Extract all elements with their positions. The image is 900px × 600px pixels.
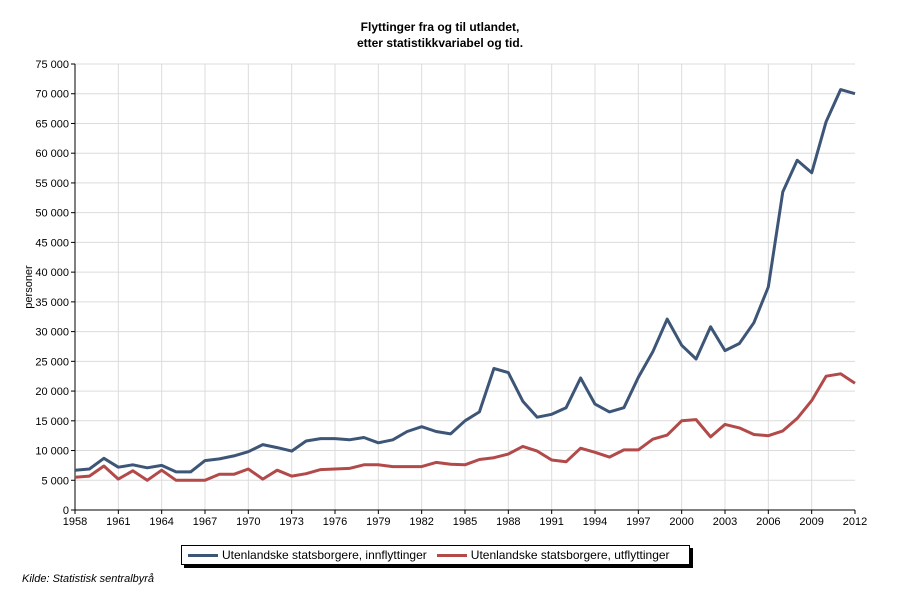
axes — [71, 63, 856, 514]
x-tick-label: 1958 — [63, 516, 87, 528]
x-tick-label: 1973 — [279, 516, 303, 528]
x-tick-label: 1970 — [236, 516, 260, 528]
legend-item-utflyttinger: Utenlandske statsborgere, utflyttinger — [431, 548, 674, 562]
y-tick-label: 5 000 — [41, 475, 69, 487]
x-tick-label: 1961 — [106, 516, 130, 528]
x-tick-label: 1997 — [626, 516, 650, 528]
x-tick-label: 2000 — [669, 516, 693, 528]
x-tick-label: 1982 — [409, 516, 433, 528]
x-tick-label: 1988 — [496, 516, 520, 528]
x-tick-label: 1985 — [453, 516, 477, 528]
x-tick-label: 1994 — [583, 516, 607, 528]
y-axis-label: personer — [23, 265, 35, 309]
series-line-utflyttinger — [74, 372, 856, 482]
legend-label-innflyttinger: Utenlandske statsborgere, innflyttinger — [222, 548, 427, 562]
gridlines — [75, 63, 855, 510]
y-tick-label: 65 000 — [35, 118, 69, 130]
y-tick-label: 50 000 — [35, 208, 69, 220]
chart-title-line-1: Flyttinger fra og til utlandet, — [361, 20, 520, 34]
x-tick-label: 2012 — [843, 516, 867, 528]
x-tick-label: 1967 — [193, 516, 217, 528]
tick-labels: 0 5 000 10 000 15 000 20 000 25 000 30 000 35 0… — [35, 59, 867, 528]
source-note: Kilde: Statistisk sentralbyrå — [22, 573, 155, 585]
y-tick-label: 45 000 — [35, 237, 69, 249]
y-tick-label: 15 000 — [35, 416, 69, 428]
y-tick-label: 75 000 — [35, 59, 69, 71]
y-tick-label: 40 000 — [35, 267, 69, 279]
y-tick-label: 30 000 — [35, 327, 69, 339]
x-tick-label: 1979 — [366, 516, 390, 528]
y-tick-label: 0 — [63, 505, 69, 517]
y-tick-label: 55 000 — [35, 178, 69, 190]
legend-swatch-innflyttinger — [188, 553, 218, 557]
legend-swatch-utflyttinger — [436, 553, 467, 557]
y-tick-label: 20 000 — [35, 386, 69, 398]
y-tick-label: 70 000 — [35, 89, 69, 101]
y-tick-label: 25 000 — [35, 356, 69, 368]
y-tick-label: 60 000 — [35, 148, 69, 160]
x-tick-label: 1991 — [539, 516, 563, 528]
chart-legend: Utenlandske statsborgere, innflyttinger … — [181, 545, 690, 565]
chart-title-line-2: etter statistikkvariabel og tid. — [357, 36, 523, 50]
series-line-innflyttinger — [74, 88, 856, 474]
legend-label-utflyttinger: Utenlandske statsborgere, utflyttinger — [470, 548, 670, 562]
y-tick-label: 10 000 — [35, 446, 69, 458]
x-tick-label: 2009 — [799, 516, 823, 528]
x-tick-label: 1964 — [149, 516, 173, 528]
y-tick-label: 35 000 — [35, 297, 69, 309]
x-tick-label: 2006 — [756, 516, 780, 528]
x-tick-label: 1976 — [323, 516, 347, 528]
series-lines — [74, 88, 856, 482]
legend-item-innflyttinger: Utenlandske statsborgere, innflyttinger — [182, 548, 431, 562]
x-tick-label: 2003 — [713, 516, 737, 528]
